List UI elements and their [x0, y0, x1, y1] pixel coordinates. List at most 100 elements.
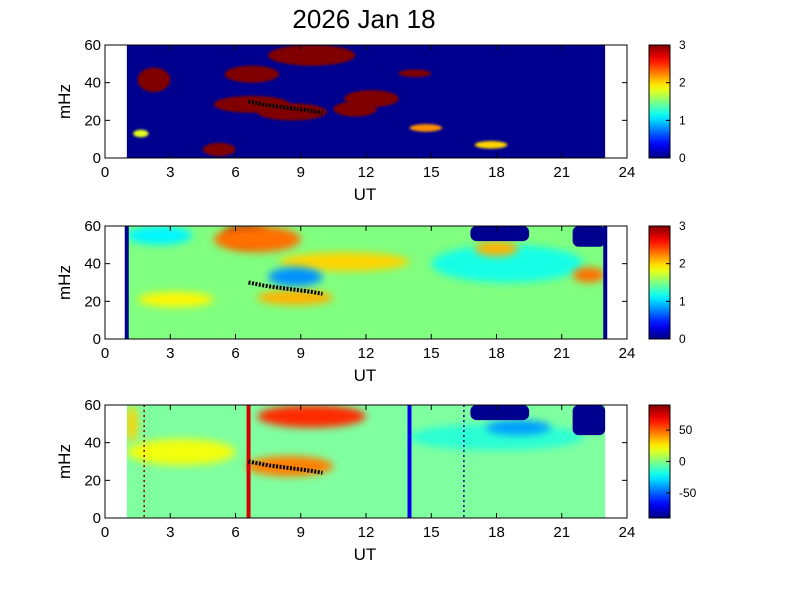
y-tick-label: 0	[93, 510, 101, 527]
coverage-edge	[603, 226, 608, 339]
x-tick-label: 0	[101, 164, 109, 181]
x-tick-label: 3	[166, 524, 174, 541]
heatmap-blob	[202, 142, 236, 157]
panel-3: 0 3 6 9 12 15 18 21 24 0 20 40 60 UT mHz 50 0 -50	[55, 397, 697, 564]
colorbar-tick-label: 2	[679, 76, 686, 90]
heatmap-blob	[133, 129, 149, 138]
heatmap-field	[126, 45, 606, 158]
x-tick-label: 12	[358, 345, 375, 362]
heatmap-blob	[137, 67, 171, 93]
colorbar: 50 0 -50	[648, 404, 697, 519]
y-tick-label: 20	[84, 293, 101, 310]
heatmap-blob	[398, 69, 432, 78]
frequency-track	[248, 280, 323, 296]
figure-title: 2026 Jan 18	[292, 4, 435, 34]
x-tick-label: 6	[231, 524, 239, 541]
heatmap-blob	[126, 226, 192, 245]
data-gap	[572, 405, 606, 436]
x-tick-label: 21	[553, 345, 570, 362]
x-tick-label: 18	[488, 164, 505, 181]
x-tick-label: 9	[297, 345, 305, 362]
x-tick-label: 6	[231, 164, 239, 181]
x-tick-label: 15	[423, 164, 440, 181]
heatmap-blob	[572, 267, 606, 283]
data-gap	[470, 405, 530, 421]
x-tick-label: 9	[297, 164, 305, 181]
colorbar-tick-label: 3	[679, 38, 686, 52]
colorbar-gradient	[648, 44, 671, 159]
y-axis-label: mHz	[55, 265, 74, 300]
y-tick-label: 60	[84, 218, 101, 235]
colorbar-tick-label: 1	[679, 113, 686, 127]
heatmap-blob	[279, 252, 410, 272]
y-tick-label: 60	[84, 37, 101, 54]
y-axis-label: mHz	[55, 84, 74, 119]
heatmap-blob	[137, 291, 214, 307]
heatmap-blob	[268, 267, 323, 287]
data-gap	[572, 226, 606, 247]
colorbar: 0 1 2 3	[648, 219, 686, 346]
frequency-track	[248, 99, 323, 115]
x-tick-label: 21	[553, 164, 570, 181]
heatmap-blob	[268, 45, 356, 66]
heatmap-blob	[431, 244, 584, 283]
colorbar-tick-label: 2	[679, 257, 686, 271]
x-tick-label: 24	[619, 345, 636, 362]
heatmap-field	[126, 226, 606, 339]
x-tick-label: 21	[553, 524, 570, 541]
x-tick-label: 24	[619, 164, 636, 181]
heatmap-blob	[409, 124, 443, 132]
x-tick-label: 0	[101, 524, 109, 541]
colorbar-gradient	[648, 225, 671, 340]
y-tick-label: 20	[84, 112, 101, 129]
x-tick-label: 24	[619, 524, 636, 541]
x-tick-label: 18	[488, 345, 505, 362]
colorbar: 0 1 2 3	[648, 38, 686, 165]
y-tick-label: 0	[93, 150, 101, 167]
x-tick-label: 12	[358, 164, 375, 181]
x-tick-label: 12	[358, 524, 375, 541]
colorbar-tick-label: 1	[679, 294, 686, 308]
y-tick-label: 40	[84, 256, 101, 273]
colorbar-tick-label: -50	[679, 486, 697, 500]
heatmap-blob	[485, 420, 551, 436]
x-tick-label: 3	[166, 345, 174, 362]
heatmap-field	[126, 405, 606, 518]
y-tick-label: 40	[84, 75, 101, 92]
y-tick-label: 40	[84, 435, 101, 452]
colorbar-tick-label: 0	[679, 151, 686, 165]
x-tick-label: 15	[423, 524, 440, 541]
heatmap-blob	[126, 438, 236, 466]
colorbar-tick-label: 3	[679, 219, 686, 233]
heatmap-blob	[257, 103, 327, 121]
y-tick-label: 0	[93, 331, 101, 348]
x-tick-label: 3	[166, 164, 174, 181]
colorbar-tick-label: 0	[679, 455, 686, 469]
heatmap-blob	[474, 141, 508, 149]
heatmap-background	[126, 226, 606, 339]
x-tick-label: 9	[297, 524, 305, 541]
heatmap-blob	[224, 65, 279, 83]
x-tick-label: 15	[423, 345, 440, 362]
y-axis-label: mHz	[55, 444, 74, 479]
x-tick-label: 18	[488, 524, 505, 541]
x-axis-label: UT	[354, 185, 377, 204]
x-axis-label: UT	[354, 545, 377, 564]
colorbar-tick-label: 50	[679, 423, 693, 437]
heatmap-blob	[246, 455, 334, 477]
data-gap	[470, 226, 530, 242]
y-tick-label: 60	[84, 397, 101, 414]
frequency-track	[248, 459, 323, 475]
x-tick-label: 0	[101, 345, 109, 362]
y-tick-label: 20	[84, 472, 101, 489]
heatmap-blob	[213, 226, 301, 253]
heatmap-blob	[474, 241, 519, 257]
heatmap-blob	[344, 90, 399, 108]
x-axis-label: UT	[354, 366, 377, 385]
heatmap-blob	[126, 405, 138, 443]
heatmap-blob	[257, 405, 366, 428]
colorbar-tick-label: 0	[679, 332, 686, 346]
